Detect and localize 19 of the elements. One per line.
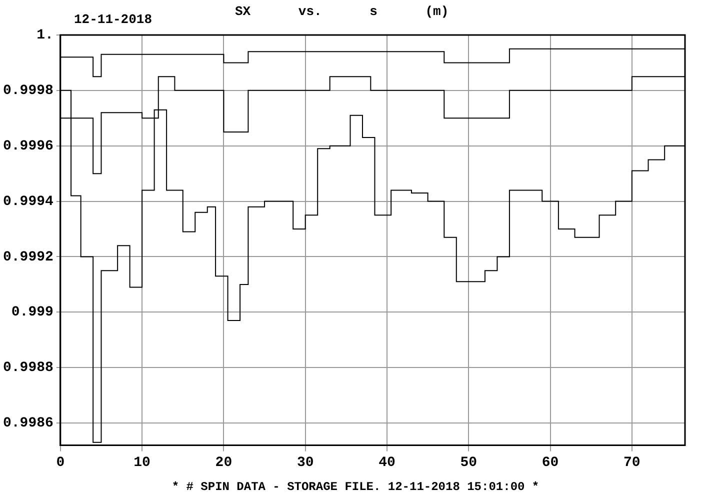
- y-tick-label: 0.9998: [2, 82, 54, 99]
- y-tick-label: 0.999: [11, 304, 54, 321]
- x-tick-label: 60: [542, 455, 559, 472]
- y-tick-label: 1.: [36, 28, 54, 44]
- y-tick-label: 0.9994: [2, 194, 54, 210]
- x-tick-label: 40: [378, 455, 396, 472]
- y-tick-label: 0.9986: [2, 416, 54, 432]
- x-tick-label: 0: [56, 455, 65, 472]
- y-tick-label: 0.9996: [2, 138, 54, 154]
- x-tick-label: 30: [296, 455, 314, 472]
- y-tick-label: 0.9992: [2, 249, 54, 266]
- chart-subtitle: 12-11-2018: [74, 12, 152, 27]
- text: * # SPIN DATA - STORAGE FILE. 12-11-2018 15:01:00 *: [170, 480, 540, 494]
- x-tick-label: 70: [624, 455, 640, 472]
- x-tick-label: 10: [134, 455, 150, 472]
- x-tick-label: 50: [460, 455, 478, 472]
- x-tick-label: 20: [215, 455, 232, 472]
- y-tick-label: 0.9988: [2, 360, 54, 376]
- chart-title: SX vs. s (m): [235, 4, 449, 19]
